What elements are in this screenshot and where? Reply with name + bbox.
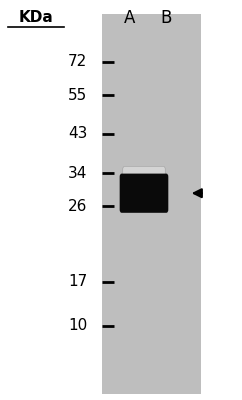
Text: B: B bbox=[160, 9, 172, 27]
Text: A: A bbox=[124, 9, 135, 27]
FancyBboxPatch shape bbox=[120, 174, 168, 213]
Bar bbox=[102, 14, 201, 394]
Text: KDa: KDa bbox=[19, 10, 54, 26]
Text: 43: 43 bbox=[68, 126, 87, 142]
Text: 55: 55 bbox=[68, 88, 87, 103]
Text: 34: 34 bbox=[68, 166, 87, 181]
Text: 26: 26 bbox=[68, 199, 87, 214]
Text: 10: 10 bbox=[68, 318, 87, 334]
Text: 72: 72 bbox=[68, 54, 87, 70]
Text: 17: 17 bbox=[68, 274, 87, 290]
FancyBboxPatch shape bbox=[123, 166, 165, 190]
